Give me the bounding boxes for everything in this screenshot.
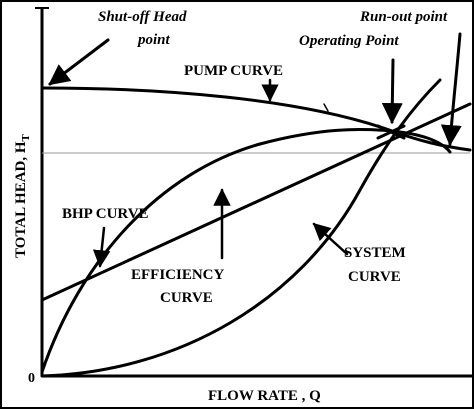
system-curve: [40, 78, 442, 378]
system-curve-label-line2: CURVE: [348, 269, 401, 285]
runout-point-arrow: [440, 32, 462, 147]
svg-text:TOTAL HEAD, HT: TOTAL HEAD, HT: [13, 133, 32, 258]
origin-label: 0: [28, 371, 35, 386]
shutoff-head-label-line2: point: [136, 32, 171, 48]
y-axis-label: TOTAL HEAD, H: [13, 141, 29, 258]
system-curve-label-line1: SYSTEM: [344, 245, 406, 261]
runout-point-label: Run-out point: [359, 9, 448, 25]
efficiency-curve-label-line1: EFFICIENCY: [131, 267, 225, 283]
operating-point-marker: [376, 124, 406, 140]
x-axis-label: FLOW RATE , Q: [208, 388, 321, 404]
efficiency-curve-label-line2: CURVE: [160, 290, 213, 306]
bhp-curve: [40, 102, 472, 302]
shutoff-head-label-line1: Shut-off Head: [98, 9, 187, 25]
operating-point-label: Operating Point: [299, 33, 399, 49]
pump-curve-tick: [323, 103, 329, 112]
operating-point-arrow: [381, 58, 403, 125]
pump-curve: [40, 86, 472, 152]
shutoff-head-arrow: [48, 38, 110, 86]
pump-curve-label: PUMP CURVE: [184, 63, 283, 79]
bhp-curve-label: BHP CURVE: [62, 206, 149, 222]
bhp-curve-label-arrow: [92, 226, 111, 268]
system-curve-label-arrow: [312, 222, 349, 256]
y-axis-label-subscript: T: [20, 133, 32, 141]
